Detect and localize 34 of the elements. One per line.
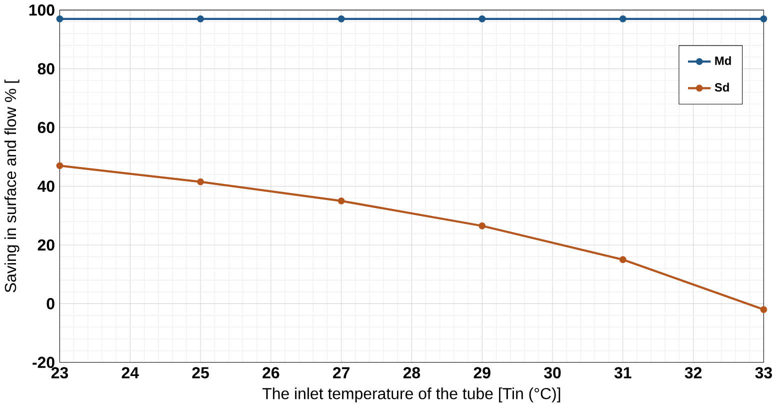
legend-label: Sd xyxy=(714,82,729,92)
point xyxy=(619,16,626,22)
y-tick-label: 0 xyxy=(46,298,54,310)
y-tick-label: 40 xyxy=(38,180,54,192)
x-tick-label: 31 xyxy=(614,367,632,378)
point xyxy=(338,16,345,22)
x-tick-label: 30 xyxy=(544,367,561,378)
x-tick-label: 26 xyxy=(262,367,280,378)
y-tick-label: 100 xyxy=(29,4,54,16)
y-tick-label: 60 xyxy=(38,122,54,134)
point xyxy=(478,222,486,230)
x-tick-label: 33 xyxy=(755,367,772,378)
y-axis-title: Saving in surface and flow % [ xyxy=(4,80,20,292)
point xyxy=(56,162,64,170)
x-tick-label: 28 xyxy=(403,367,420,378)
point xyxy=(619,256,626,264)
y-tick-label: 80 xyxy=(38,63,54,75)
point xyxy=(56,16,64,22)
point xyxy=(197,178,204,186)
legend-label: Md xyxy=(715,56,731,66)
point xyxy=(338,198,345,204)
x-tick-label: 23 xyxy=(51,367,68,378)
x-tick-label: 29 xyxy=(474,367,490,378)
point xyxy=(478,16,486,22)
y-tick-label: -20 xyxy=(32,356,54,368)
x-tick-label: 32 xyxy=(684,367,702,378)
point xyxy=(197,16,204,22)
point xyxy=(760,306,768,314)
x-tick-label: 27 xyxy=(333,367,350,378)
point xyxy=(760,16,768,22)
x-tick-label: 25 xyxy=(192,367,209,378)
x-tick-label: 24 xyxy=(122,367,139,378)
x-axis-title: The inlet temperature of the tube [Tin (°C)] xyxy=(262,388,560,402)
y-tick-label: 20 xyxy=(38,239,54,251)
